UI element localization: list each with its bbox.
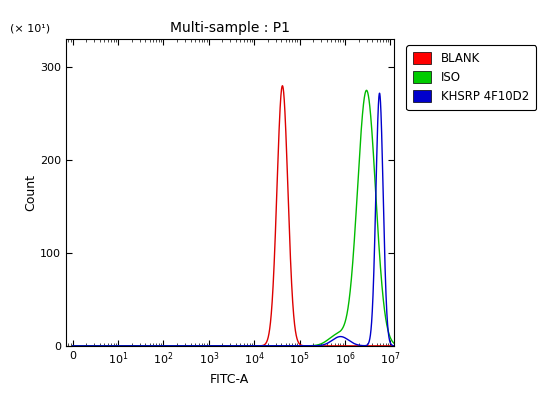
Text: (× 10¹): (× 10¹)	[10, 23, 50, 33]
X-axis label: FITC-A: FITC-A	[210, 373, 249, 386]
Y-axis label: Count: Count	[24, 174, 37, 211]
Legend: BLANK, ISO, KHSRP 4F10D2: BLANK, ISO, KHSRP 4F10D2	[406, 45, 536, 110]
Title: Multi-sample : P1: Multi-sample : P1	[170, 21, 290, 35]
